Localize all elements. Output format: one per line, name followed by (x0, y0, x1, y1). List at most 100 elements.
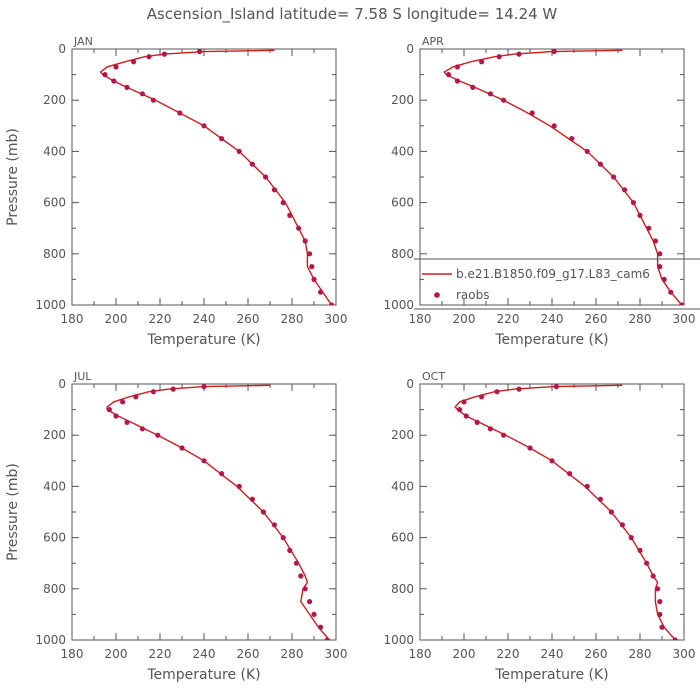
x-tick-label: 300 (673, 312, 696, 326)
raobs-point (637, 547, 643, 554)
y-tick-label: 200 (43, 428, 66, 442)
raobs-point (131, 59, 137, 65)
y-tick-label: 800 (43, 247, 66, 261)
raobs-point (111, 78, 117, 84)
x-tick-label: 280 (281, 647, 304, 661)
raobs-point (106, 407, 112, 413)
y-tick-label: 1000 (383, 633, 414, 647)
plot-area-jan (99, 49, 335, 305)
raobs-point (529, 110, 535, 116)
y-tick-label: 0 (406, 42, 414, 56)
y-tick-label: 800 (391, 582, 414, 596)
raobs-point (201, 123, 207, 129)
raobs-point (549, 458, 555, 464)
raobs-point (102, 72, 108, 78)
raobs-point (139, 91, 145, 97)
y-tick-label: 600 (391, 196, 414, 210)
raobs-point (311, 611, 317, 618)
raobs-point (150, 389, 156, 395)
x-axis-label: Temperature (K) (146, 332, 260, 348)
raobs-point (161, 51, 167, 57)
y-tick-label: 0 (406, 377, 414, 391)
raobs-point (307, 251, 313, 257)
x-tick-label: 220 (149, 312, 172, 326)
raobs-point (584, 483, 590, 489)
raobs-point (496, 54, 502, 60)
x-tick-label: 280 (281, 312, 304, 326)
raobs-point (219, 471, 225, 477)
y-tick-label: 600 (43, 531, 66, 545)
figure-title: Ascension_Island latitude= 7.58 S longit… (147, 5, 558, 24)
x-tick-label: 200 (105, 647, 128, 661)
raobs-point (628, 535, 634, 541)
x-tick-label: 260 (237, 647, 260, 661)
panel-label-oct: OCT (422, 370, 445, 383)
raobs-point (569, 136, 575, 142)
legend-raobs-label: raobs (456, 288, 490, 302)
y-tick-label: 600 (43, 196, 66, 210)
raobs-point (479, 59, 485, 65)
raobs-point (309, 264, 315, 270)
raobs-point (657, 264, 663, 270)
x-tick-label: 300 (325, 312, 348, 326)
y-tick-label: 400 (391, 144, 414, 158)
x-tick-label: 240 (541, 647, 564, 661)
x-tick-label: 260 (585, 312, 608, 326)
raobs-point (201, 458, 207, 464)
y-tick-label: 400 (43, 479, 66, 493)
raobs-point (177, 110, 183, 116)
raobs-point (597, 496, 604, 502)
x-tick-label: 180 (61, 312, 84, 326)
raobs-point (657, 251, 663, 257)
x-tick-label: 300 (673, 647, 696, 661)
y-tick-label: 1000 (35, 633, 66, 647)
raobs-point (170, 386, 176, 392)
x-tick-label: 260 (585, 647, 608, 661)
x-axis-label: Temperature (K) (494, 332, 608, 348)
y-tick-label: 1000 (383, 298, 414, 312)
y-tick-label: 800 (391, 247, 414, 261)
raobs-point (657, 611, 663, 618)
panel-label-jul: JUL (73, 370, 92, 383)
x-axis-label: Temperature (K) (146, 667, 260, 683)
raobs-point (280, 200, 286, 206)
raobs-point (302, 238, 308, 244)
raobs-point (479, 394, 485, 400)
x-tick-label: 180 (409, 647, 432, 661)
y-tick-label: 600 (391, 531, 414, 545)
raobs-point (155, 432, 161, 438)
legend-model-label: b.e21.B1850.f09_g17.L83_cam6 (456, 267, 650, 281)
panel-jul: JUL 180 200 220 240 260 280 300 0 200 400 600 800 100… (5, 370, 347, 683)
raobs-point (619, 522, 626, 528)
raobs-point (487, 91, 493, 97)
raobs-point (516, 51, 522, 57)
raobs-point (280, 535, 286, 541)
raobs-point (657, 599, 663, 605)
raobs-point (646, 225, 652, 231)
model-series-line (454, 384, 676, 640)
plot-area-oct (454, 384, 678, 640)
raobs-point (302, 586, 308, 592)
raobs-point (655, 586, 661, 592)
raobs-point (113, 64, 119, 70)
raobs-point (124, 84, 130, 90)
x-tick-label: 200 (453, 647, 476, 661)
raobs-point (457, 407, 463, 413)
raobs-point (287, 212, 293, 218)
panel-apr: APR 180 200 220 240 260 280 300 0 200 400 600 800 100… (383, 35, 700, 348)
model-series-line (99, 49, 333, 305)
panel-label-jan: JAN (73, 35, 93, 48)
raobs-point (236, 483, 242, 489)
raobs-point (307, 599, 313, 605)
raobs-point (659, 624, 665, 630)
raobs-point (487, 426, 493, 432)
raobs-point (672, 637, 678, 640)
plot-frame-jan (71, 48, 337, 306)
raobs-point (197, 49, 203, 55)
x-tick-label: 180 (409, 312, 432, 326)
x-tick-label: 240 (193, 647, 216, 661)
raobs-point (650, 573, 656, 579)
raobs-point (236, 148, 242, 154)
legend-raobs-swatch (434, 292, 440, 298)
y-tick-label: 0 (58, 377, 66, 391)
